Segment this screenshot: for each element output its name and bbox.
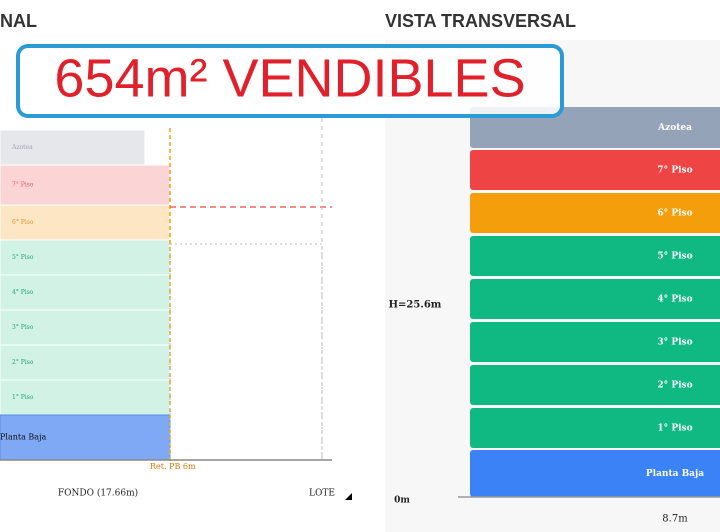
base-label: 0m: [394, 496, 410, 506]
floor-label: 5° Piso: [657, 252, 692, 262]
corner-mark: [345, 493, 352, 500]
left-title: NAL: [0, 11, 37, 31]
floor: [470, 193, 720, 233]
floor-label: 2° Piso: [12, 359, 34, 366]
floor-label: Azotea: [657, 123, 692, 133]
floor: [0, 204, 171, 241]
floor-label: 7° Piso: [12, 182, 34, 189]
floor-label: 3° Piso: [657, 338, 692, 348]
floor-label: 1° Piso: [657, 424, 692, 434]
floor-label: Planta Baja: [0, 433, 47, 442]
floor: [470, 408, 720, 448]
floor: [470, 236, 720, 276]
width-label: 8.7m: [662, 514, 688, 525]
floor-label: 3° Piso: [12, 324, 34, 331]
floor: [0, 129, 146, 166]
floor-label: 5° Piso: [12, 254, 34, 261]
floor: [470, 322, 720, 362]
envelope: [169, 243, 323, 461]
floor-label: 6° Piso: [657, 209, 692, 219]
floor-label: 7° Piso: [657, 166, 692, 176]
floor: [470, 279, 720, 319]
lot-label: LOTE: [309, 489, 335, 499]
height-label: H=25.6m: [389, 300, 442, 311]
floor-label: 4° Piso: [657, 295, 692, 305]
right-title: VISTA TRANSVERSAL: [385, 11, 576, 31]
floor: [470, 365, 720, 405]
floor: [470, 450, 720, 497]
overlay-text: 654m² VENDIBLES: [54, 48, 525, 108]
floor-label: 6° Piso: [12, 219, 34, 226]
floor-label: 1° Piso: [12, 394, 34, 401]
overlay-box: [16, 44, 564, 118]
right-section: Azotea 7° Piso 6° Piso 5° Piso 4° Piso 3° Pis…: [470, 107, 720, 497]
floor-label: Azotea: [11, 144, 33, 151]
floor-label: 2° Piso: [657, 381, 692, 391]
floor: [0, 379, 171, 416]
depth-label: FONDO (17.66m): [58, 488, 138, 499]
floor-label: 4° Piso: [12, 289, 34, 296]
floor-label: Planta Baja: [646, 469, 704, 479]
left-section: Azotea 7° Piso 6° Piso 5° Piso 4° Piso 3° Pis…: [0, 129, 171, 461]
setback-label: Ret. PB 6m: [150, 462, 196, 471]
floor: [470, 150, 720, 190]
